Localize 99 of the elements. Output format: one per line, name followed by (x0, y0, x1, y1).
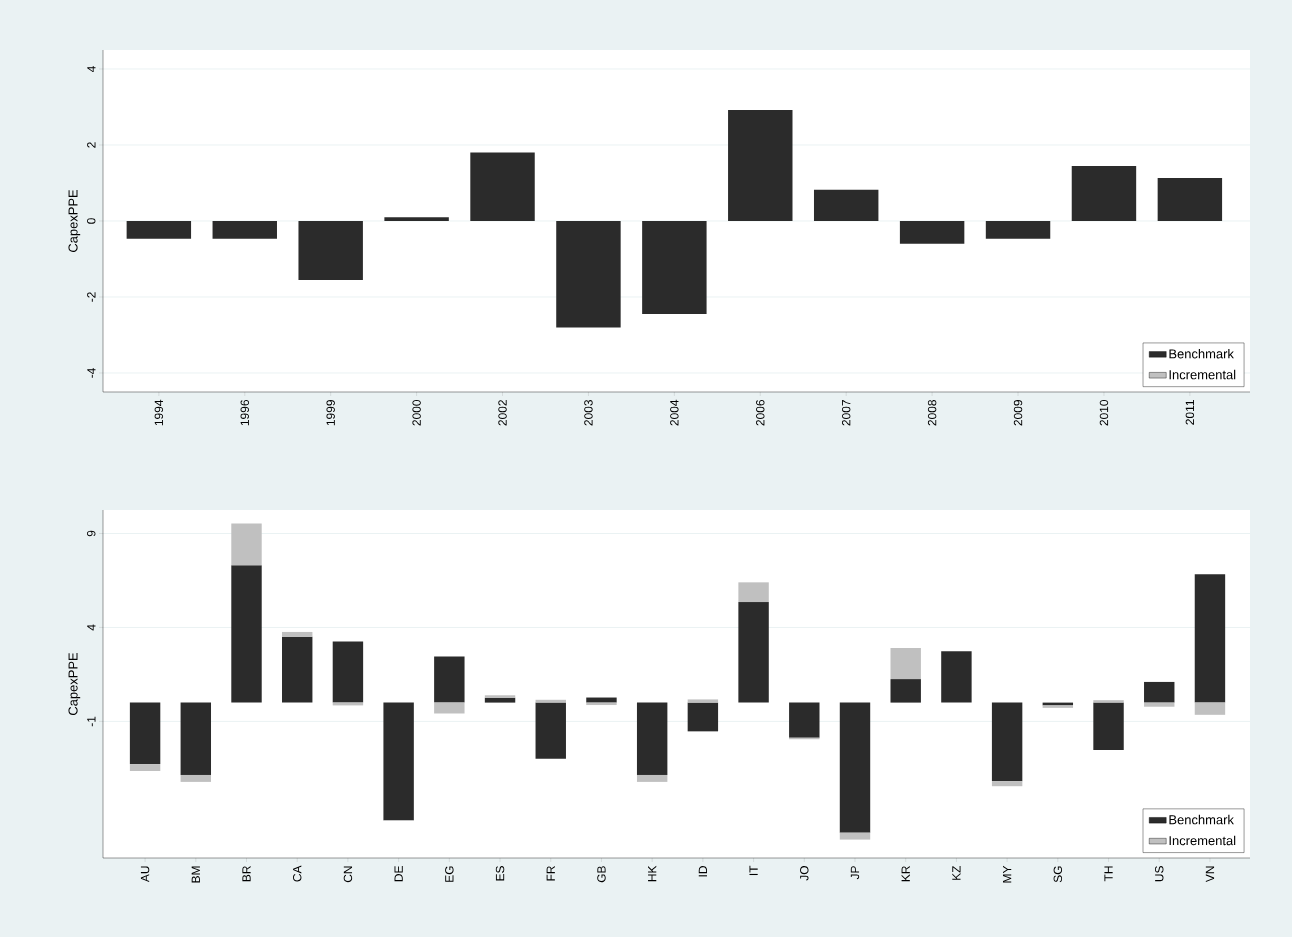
bar (231, 565, 262, 703)
bar (535, 699, 566, 703)
bar (384, 217, 449, 221)
x-tick-label: JP (850, 866, 860, 880)
bar (687, 702, 719, 732)
bar (890, 679, 921, 703)
bar (282, 636, 313, 703)
bar (129, 764, 161, 771)
x-tick-label: BR (242, 866, 251, 882)
bar (332, 641, 364, 703)
bar (985, 220, 1051, 239)
x-tick-label: 1994 (154, 399, 164, 426)
y-tick-label: 9 (87, 530, 96, 537)
bar (180, 702, 212, 775)
bar (642, 220, 707, 315)
bar (434, 702, 465, 714)
x-tick-label: 2004 (670, 399, 679, 426)
bar (1144, 702, 1175, 707)
bar (1194, 702, 1226, 715)
bar (470, 152, 535, 221)
bar (180, 774, 212, 782)
bar (298, 220, 363, 280)
x-tick-label: 1996 (240, 400, 249, 426)
x-tick-label: 2008 (927, 400, 937, 426)
bar (839, 702, 871, 833)
y-tick-label: -4 (87, 368, 96, 378)
bar (212, 220, 277, 239)
bar (890, 647, 921, 680)
bar (282, 631, 313, 637)
bar (1071, 165, 1137, 221)
bar (899, 220, 965, 244)
x-tick-label: BM (191, 866, 200, 883)
bar (556, 220, 621, 328)
y-axis-title: CapexPPE (68, 189, 81, 253)
x-tick-label: 1999 (326, 400, 335, 426)
x-tick-label: EG (445, 866, 454, 882)
x-tick-label: 2009 (1013, 400, 1023, 426)
y-tick-label: 0 (87, 218, 96, 224)
bar (484, 697, 516, 703)
x-tick-label: ES (495, 866, 505, 881)
bar (813, 189, 879, 221)
bar (636, 702, 668, 775)
y-tick-label: 4 (87, 66, 96, 73)
y-axis-title: CapexPPE (68, 652, 81, 716)
bar (991, 781, 1023, 787)
x-tick-label: KR (901, 866, 910, 882)
bar (1093, 700, 1124, 703)
x-tick-label: 2011 (1185, 400, 1195, 425)
bar (1157, 178, 1223, 221)
x-tick-label: 2010 (1099, 399, 1109, 426)
bar (991, 702, 1023, 782)
bar (1194, 574, 1226, 703)
y-tick-label: 2 (87, 142, 96, 148)
x-tick-label: 2000 (412, 399, 421, 426)
legend-label: Benchmark (1169, 348, 1234, 359)
bar (126, 220, 192, 239)
x-tick-label: VN (1205, 866, 1215, 883)
bar (1144, 681, 1175, 703)
x-tick-label: 2007 (841, 400, 851, 426)
x-tick-label: 2003 (584, 400, 593, 426)
legend-label: Incremental (1169, 835, 1236, 846)
bar (383, 702, 414, 821)
x-tick-label: JO (800, 866, 809, 881)
x-tick-label: CA (292, 865, 302, 882)
x-tick-label: ID (698, 866, 707, 877)
bar (738, 602, 769, 703)
bar (789, 702, 820, 738)
bar (535, 702, 566, 759)
x-tick-label: SG (1053, 866, 1063, 883)
bar (839, 832, 871, 840)
bar (738, 582, 769, 603)
x-tick-label: FR (546, 866, 555, 881)
bar (129, 702, 161, 765)
x-tick-label: HK (648, 865, 657, 882)
y-tick-label: 4 (87, 624, 96, 631)
bar (941, 651, 972, 703)
bar (636, 774, 668, 782)
bar (1093, 702, 1124, 750)
bar (586, 697, 617, 703)
y-tick-label: -2 (87, 292, 96, 302)
bar (231, 523, 262, 566)
bar (434, 656, 465, 703)
x-tick-label: US (1155, 866, 1164, 882)
x-tick-label: MY (1003, 865, 1012, 883)
bar (484, 695, 516, 698)
x-tick-label: 2006 (756, 400, 765, 426)
legend-label: Benchmark (1169, 814, 1234, 825)
x-tick-label: 2002 (498, 400, 507, 426)
x-tick-label: CN (343, 866, 353, 883)
x-tick-label: KZ (952, 865, 961, 880)
bar (728, 110, 793, 221)
bar (687, 699, 719, 703)
x-tick-label: DE (394, 866, 403, 882)
x-tick-label: GB (597, 866, 606, 883)
y-tick-label: -1 (87, 716, 96, 727)
x-tick-label: AU (140, 866, 150, 883)
x-tick-label: TH (1104, 866, 1113, 882)
x-tick-label: IT (749, 865, 758, 876)
legend-label: Incremental (1169, 369, 1236, 380)
